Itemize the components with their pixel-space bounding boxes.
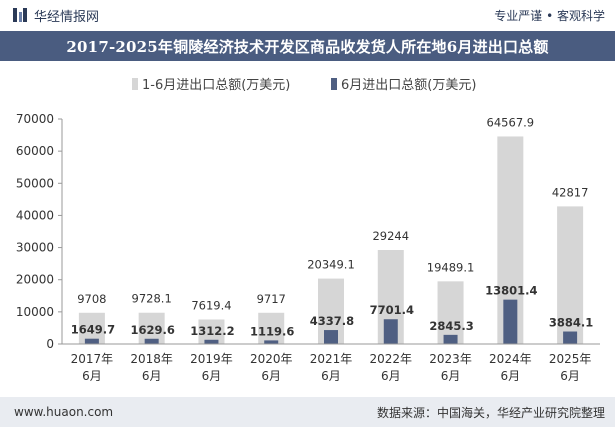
data-label-total: 20349.1 xyxy=(307,258,355,272)
data-label-june: 1119.6 xyxy=(250,324,294,338)
x-axis: 2017年 6月 2018年 6月 2019年 6月 2020年 6月 2021年 6月 2022年… xyxy=(62,343,600,383)
y-tick-label: 70000 xyxy=(16,112,54,126)
y-tick-label: 50000 xyxy=(16,176,54,190)
x-tick-label-month: 6月 xyxy=(321,369,341,383)
chart-bars: 9708 1649.7 9728.1 1629.6 7619.4 1312.2 9717 11… xyxy=(71,115,593,344)
x-tick-label: 2025年 xyxy=(549,352,592,366)
y-tick-label: 60000 xyxy=(16,144,54,158)
data-label-total: 29244 xyxy=(372,229,409,243)
x-tick-label-month: 6月 xyxy=(441,369,461,383)
x-tick-label: 2018年 xyxy=(130,352,173,366)
x-tick-label-month: 6月 xyxy=(202,369,222,383)
data-label-total: 7619.4 xyxy=(191,299,231,313)
x-tick-label: 2021年 xyxy=(310,352,353,366)
data-label-total: 64567.9 xyxy=(487,115,535,129)
brand: 华经情报网 xyxy=(12,6,99,25)
data-label-june: 1649.7 xyxy=(71,323,115,337)
x-tick-label-month: 6月 xyxy=(501,369,521,383)
data-label-total: 19489.1 xyxy=(427,260,475,274)
brand-logo-icon xyxy=(13,8,27,22)
bar-june xyxy=(383,319,398,344)
data-label-total: 9728.1 xyxy=(132,292,172,306)
bar-june xyxy=(324,330,338,344)
bar-total xyxy=(557,206,584,344)
y-tick-label: 10000 xyxy=(16,305,54,319)
x-tick-label-month: 6月 xyxy=(82,369,102,383)
x-tick-label: 2017年 xyxy=(71,352,114,366)
footer-url: www.huaon.com xyxy=(14,405,114,419)
bar-total xyxy=(258,312,285,344)
bar-june xyxy=(563,331,578,344)
data-label-june: 7701.4 xyxy=(370,303,414,317)
x-tick-label: 2022年 xyxy=(370,352,413,366)
x-tick-label: 2024年 xyxy=(489,352,532,366)
data-label-total: 9717 xyxy=(257,292,286,306)
x-tick-label-month: 6月 xyxy=(381,369,401,383)
data-label-june: 13801.4 xyxy=(485,284,537,298)
y-axis: 0 10000 20000 30000 40000 50000 60000 70000 xyxy=(16,112,63,351)
x-tick-label: 2019年 xyxy=(190,352,233,366)
legend-total-swatch xyxy=(132,78,138,90)
top-bar: 华经情报网 专业严谨 • 客观科学 xyxy=(0,0,615,30)
bar-june xyxy=(443,334,458,344)
data-label-june: 2845.3 xyxy=(429,319,473,333)
y-tick-label: 40000 xyxy=(16,208,54,222)
chart-title: 2017-2025年铜陵经济技术开发区商品收发货人所在地6月进出口总额 xyxy=(0,31,615,61)
data-label-total: 42817 xyxy=(552,185,589,199)
y-tick-label: 20000 xyxy=(16,273,54,287)
x-tick-label: 2020年 xyxy=(250,352,293,366)
bar-june xyxy=(264,340,279,344)
legend-june-label: 6月进出口总额(万美元) xyxy=(341,78,476,93)
x-tick-label-month: 6月 xyxy=(560,369,580,383)
chart-legend: 1-6月进出口总额(万美元) 6月进出口总额(万美元) xyxy=(132,78,476,93)
bar-june xyxy=(204,339,219,344)
legend-june-swatch xyxy=(331,78,337,90)
bar-june xyxy=(503,299,518,344)
data-label-total: 9708 xyxy=(77,292,106,306)
bar-total xyxy=(437,281,464,344)
bar-chart: 1-6月进出口总额(万美元) 6月进出口总额(万美元) 0 10000 20000 30… xyxy=(16,78,600,383)
data-label-june: 3884.1 xyxy=(549,316,593,330)
data-label-june: 4337.8 xyxy=(310,314,354,328)
bar-june xyxy=(84,338,99,344)
bar-june xyxy=(144,338,159,344)
x-tick-label-month: 6月 xyxy=(261,369,281,383)
legend-total-label: 1-6月进出口总额(万美元) xyxy=(142,78,290,93)
tagline: 专业严谨 • 客观科学 xyxy=(494,8,605,23)
y-tick-label: 0 xyxy=(46,337,54,351)
brand-name: 华经情报网 xyxy=(34,9,100,25)
footer: www.huaon.com 数据来源：中国海关，华经产业研究院整理 xyxy=(0,397,615,427)
y-tick-label: 30000 xyxy=(16,241,54,255)
data-label-june: 1312.2 xyxy=(190,324,234,338)
x-tick-label: 2023年 xyxy=(429,352,472,366)
x-tick-label-month: 6月 xyxy=(142,369,162,383)
footer-source: 数据来源：中国海关，华经产业研究院整理 xyxy=(376,405,605,420)
data-label-june: 1629.6 xyxy=(130,323,174,337)
